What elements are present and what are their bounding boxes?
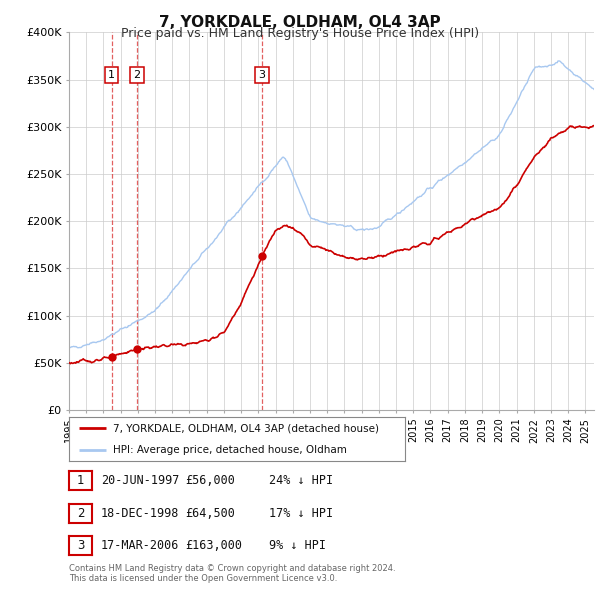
Text: HPI: Average price, detached house, Oldham: HPI: Average price, detached house, Oldh… (113, 445, 347, 455)
Text: 17-MAR-2006: 17-MAR-2006 (101, 539, 179, 552)
Text: 2: 2 (77, 507, 84, 520)
Text: Contains HM Land Registry data © Crown copyright and database right 2024.
This d: Contains HM Land Registry data © Crown c… (69, 563, 395, 583)
Text: £163,000: £163,000 (185, 539, 242, 552)
Text: 7, YORKDALE, OLDHAM, OL4 3AP (detached house): 7, YORKDALE, OLDHAM, OL4 3AP (detached h… (113, 423, 379, 433)
Text: 24% ↓ HPI: 24% ↓ HPI (269, 474, 333, 487)
Text: 2: 2 (134, 70, 141, 80)
Text: 17% ↓ HPI: 17% ↓ HPI (269, 507, 333, 520)
Text: 3: 3 (77, 539, 84, 552)
Text: 9% ↓ HPI: 9% ↓ HPI (269, 539, 326, 552)
Text: 1: 1 (108, 70, 115, 80)
Text: 3: 3 (259, 70, 265, 80)
Text: £64,500: £64,500 (185, 507, 235, 520)
Text: Price paid vs. HM Land Registry's House Price Index (HPI): Price paid vs. HM Land Registry's House … (121, 27, 479, 40)
Text: £56,000: £56,000 (185, 474, 235, 487)
Text: 7, YORKDALE, OLDHAM, OL4 3AP: 7, YORKDALE, OLDHAM, OL4 3AP (159, 15, 441, 30)
Text: 18-DEC-1998: 18-DEC-1998 (101, 507, 179, 520)
Text: 20-JUN-1997: 20-JUN-1997 (101, 474, 179, 487)
Text: 1: 1 (77, 474, 84, 487)
